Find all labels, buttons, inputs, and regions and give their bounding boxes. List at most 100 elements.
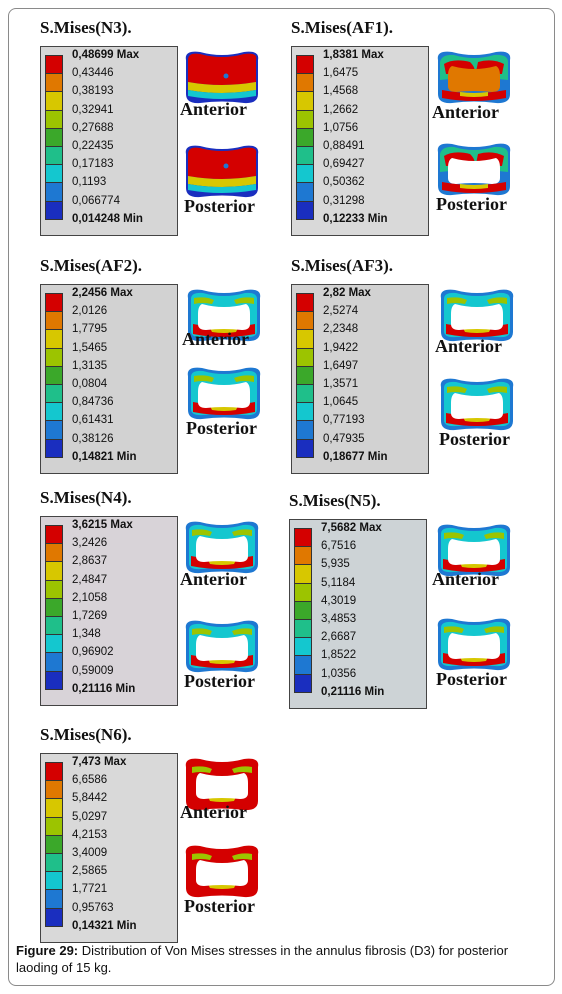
legend-value-label: 0,47935 xyxy=(323,432,365,445)
legend-swatch xyxy=(45,127,63,147)
legend-swatch xyxy=(294,546,312,566)
panel-title: S.Mises(AF1). xyxy=(291,18,393,37)
legend-value-label: 1,0756 xyxy=(323,121,359,134)
color-legend: 0,48699 Max 0,43446 0,38193 0,32941 0,27688 0… xyxy=(40,46,178,236)
legend-swatch xyxy=(45,347,63,367)
legend-min-label: 0,14821 Min xyxy=(72,450,137,463)
legend-value-label: 1,4568 xyxy=(323,85,359,98)
legend-value-label: 1,9422 xyxy=(323,341,359,354)
legend-swatch xyxy=(294,564,312,584)
stress-panel: S.Mises(N6). 7,473 Max 6,6586 5,8442 5,0297 4… xyxy=(40,725,290,955)
caption-text: Distribution of Von Mises stresses in th… xyxy=(16,943,509,975)
anterior-view-model xyxy=(187,289,261,342)
anterior-label: Anterior xyxy=(180,99,247,119)
legend-max-label: 7,5682 Max xyxy=(321,522,382,534)
legend-swatch xyxy=(296,164,314,184)
legend-min-label: 0,14321 Min xyxy=(72,919,137,932)
panel-title: S.Mises(N3). xyxy=(40,18,132,37)
legend-swatch xyxy=(296,438,314,458)
legend-swatch xyxy=(45,670,63,690)
legend-swatch xyxy=(296,146,314,166)
legend-swatch xyxy=(296,127,314,147)
legend-value-label: 0,1193 xyxy=(72,176,107,189)
legend-value-label: 3,2426 xyxy=(72,537,108,550)
stress-panel: S.Mises(N5). 7,5682 Max 6,7516 5,935 5,1184 4… xyxy=(289,491,539,721)
color-legend: 7,473 Max 6,6586 5,8442 5,0297 4,2153 3,4009 2… xyxy=(40,753,178,943)
legend-swatch xyxy=(45,402,63,422)
legend-swatch xyxy=(296,402,314,422)
anterior-label: Anterior xyxy=(182,329,249,349)
legend-swatch xyxy=(45,438,63,458)
legend-value-label: 0,96902 xyxy=(72,646,114,659)
legend-swatch xyxy=(45,182,63,202)
anterior-label: Anterior xyxy=(180,569,247,589)
legend-max-label: 7,473 Max xyxy=(72,756,127,768)
anterior-view-model xyxy=(437,524,511,577)
legend-swatch xyxy=(296,91,314,111)
legend-value-label: 0,88491 xyxy=(323,140,365,152)
stress-panel: S.Mises(N3). 0,48699 Max 0,43446 0,38193 0,3… xyxy=(40,18,290,248)
legend-swatch xyxy=(45,816,63,836)
color-legend: 7,5682 Max 6,7516 5,935 5,1184 4,3019 3,4853 2… xyxy=(289,519,427,709)
legend-value-label: 1,8522 xyxy=(321,649,357,662)
legend-swatch xyxy=(294,673,312,693)
legend-value-label: 2,5274 xyxy=(323,305,359,318)
color-legend: 2,82 Max 2,5274 2,2348 1,9422 1,6497 1,3571 1,… xyxy=(291,284,429,474)
posterior-view-model xyxy=(185,845,259,898)
legend-swatch xyxy=(296,182,314,202)
posterior-view-model xyxy=(185,620,259,673)
legend-value-label: 0,17183 xyxy=(72,158,114,171)
legend-swatch xyxy=(45,616,63,636)
legend-swatch xyxy=(294,600,312,620)
legend-value-label: 0,50362 xyxy=(323,176,365,189)
legend-value-label: 2,0126 xyxy=(72,305,108,318)
anterior-label: Anterior xyxy=(432,569,499,589)
legend-max-label: 1,8381 Max xyxy=(323,49,384,61)
stress-panel: S.Mises(AF2). 2,2456 Max 2,0126 1,7795 1,546… xyxy=(40,256,290,486)
color-legend: 3,6215 Max 3,2426 2,8637 2,4847 2,1058 1,7269… xyxy=(40,516,178,706)
legend-max-label: 2,82 Max xyxy=(323,287,371,299)
stress-panel: S.Mises(AF3). 2,82 Max 2,5274 2,2348 1,9422 1… xyxy=(291,256,541,486)
legend-value-label: 0,77193 xyxy=(323,414,365,427)
legend-value-label: 0,59009 xyxy=(72,664,114,677)
anterior-label: Anterior xyxy=(180,802,247,822)
legend-value-label: 1,7269 xyxy=(72,610,108,622)
legend-value-label: 0,38193 xyxy=(72,85,114,98)
legend-swatch xyxy=(296,311,314,331)
color-legend: 2,2456 Max 2,0126 1,7795 1,5465 1,3135 0,0804… xyxy=(40,284,178,474)
posterior-label: Posterior xyxy=(184,671,255,691)
legend-value-label: 4,2153 xyxy=(72,828,108,841)
legend-swatch xyxy=(296,347,314,367)
legend-value-label: 1,2662 xyxy=(323,103,359,116)
legend-value-label: 5,8442 xyxy=(72,792,108,805)
posterior-view-model xyxy=(440,378,514,431)
posterior-view-model xyxy=(437,143,511,196)
legend-swatch xyxy=(45,109,63,129)
legend-value-label: 0,43446 xyxy=(72,67,114,80)
panel-title: S.Mises(N5). xyxy=(289,491,381,510)
legend-max-label: 3,6215 Max xyxy=(72,519,133,531)
legend-swatch xyxy=(45,579,63,599)
posterior-view-model xyxy=(187,367,261,420)
legend-swatch xyxy=(45,543,63,563)
legend-value-label: 1,3571 xyxy=(323,378,359,390)
legend-swatch xyxy=(296,55,314,75)
legend-swatch xyxy=(45,525,63,545)
anterior-view-model xyxy=(437,51,511,104)
legend-value-label: 0,69427 xyxy=(323,158,365,171)
legend-swatch xyxy=(45,634,63,654)
caption-label: Figure 29: xyxy=(16,943,79,958)
posterior-view-model xyxy=(437,618,511,671)
legend-value-label: 0,31298 xyxy=(323,194,365,207)
legend-value-label: 0,066774 xyxy=(72,194,120,207)
legend-value-label: 0,22435 xyxy=(72,140,114,152)
legend-value-label: 1,7721 xyxy=(72,883,108,896)
panel-title: S.Mises(AF2). xyxy=(40,256,142,275)
legend-swatch xyxy=(296,73,314,93)
legend-value-label: 1,6475 xyxy=(323,67,359,80)
legend-value-label: 0,95763 xyxy=(72,901,114,914)
legend-swatch xyxy=(45,798,63,818)
legend-swatch xyxy=(296,365,314,385)
legend-value-label: 0,27688 xyxy=(72,121,114,134)
legend-value-label: 3,4009 xyxy=(72,847,108,859)
